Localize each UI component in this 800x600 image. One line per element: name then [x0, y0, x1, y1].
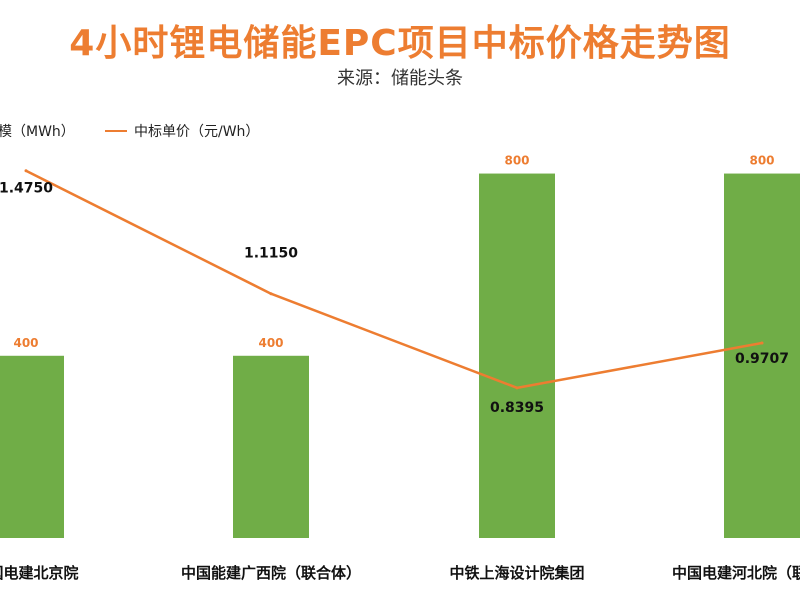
legend-entry-bar: 规模（MWh） [0, 124, 75, 140]
bar [233, 355, 309, 538]
legend-entry-line: 中标单价（元/Wh） [134, 124, 259, 140]
line-point [269, 292, 273, 296]
line-value-label: 0.9707 [735, 351, 789, 367]
price-line [25, 169, 763, 390]
chart-legend: 规模（MWh） 中标单价（元/Wh） [0, 124, 259, 140]
line-layer [24, 169, 764, 390]
bar-value-label: 400 [258, 336, 283, 350]
line-value-label: 1.4750 [0, 181, 53, 197]
line-value-label: 1.1150 [244, 246, 298, 262]
bar-value-label: 400 [13, 336, 38, 350]
bar-value-label: 800 [749, 154, 774, 168]
category-label: 中铁上海设计院集团 [449, 564, 584, 582]
bar [0, 355, 64, 538]
bar [724, 173, 800, 539]
category-label: 中国电建北京院 [0, 564, 79, 582]
line-value-label: 0.8395 [490, 400, 544, 416]
category-label: 中国能建广西院（联合体） [181, 564, 361, 582]
category-axis: 中国电建北京院 中国能建广西院（联合体） 中铁上海设计院集团 中国电建河北院（联合体） [0, 564, 800, 582]
category-label: 中国电建河北院（联合体） [672, 564, 800, 582]
bar [479, 173, 555, 539]
chart-title: 4小时锂电储能EPC项目中标价格走势图 [69, 23, 731, 64]
line-point [24, 169, 28, 173]
bar-value-label: 800 [504, 154, 529, 168]
line-point [760, 341, 764, 345]
line-point [515, 386, 519, 390]
chart-subtitle: 来源：储能头条 [337, 68, 463, 89]
labels-layer: 400 400 800 800 1.4750 1.1150 0.8395 0.9707 [0, 154, 789, 416]
bars-layer [0, 173, 800, 539]
